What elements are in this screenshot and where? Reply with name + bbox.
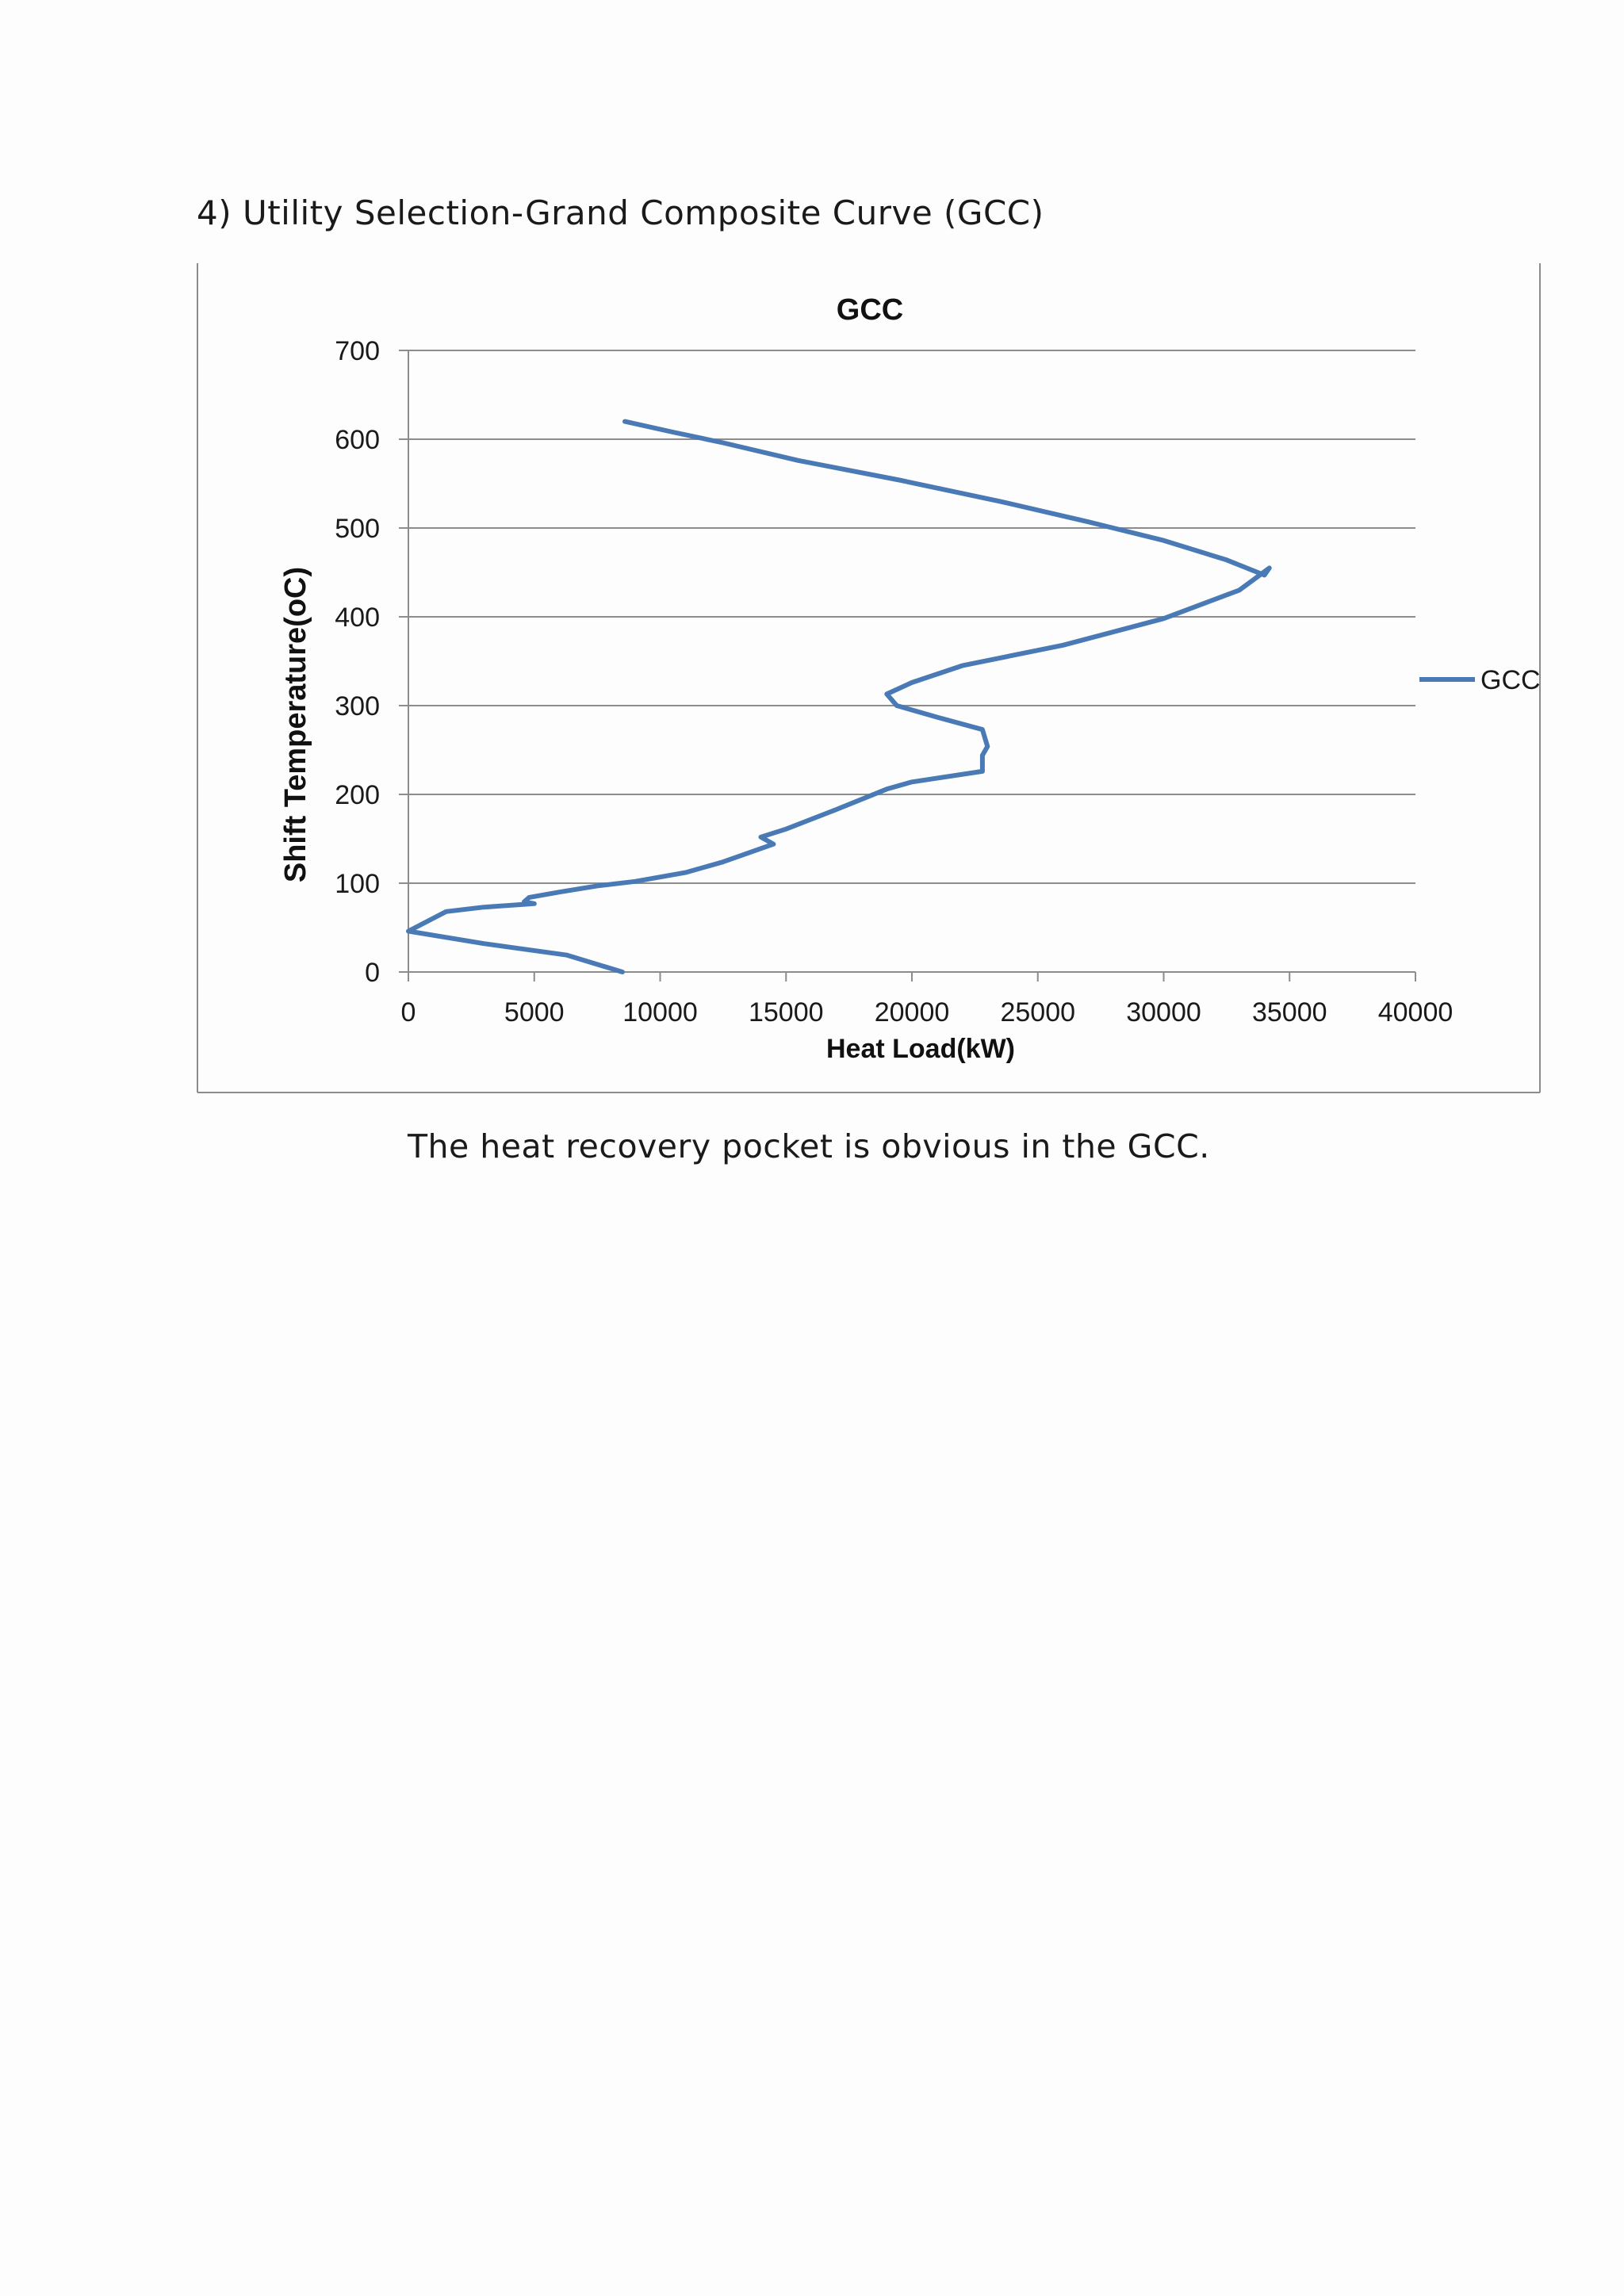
x-tick-label-15000: 15000 <box>749 997 824 1027</box>
y-tick-label-300: 300 <box>335 691 380 721</box>
x-tick-labels: 0 5000 10000 15000 20000 25000 30000 35000 40000 <box>401 997 1454 1027</box>
y-tick-label-700: 700 <box>335 336 380 366</box>
axes <box>399 350 1416 982</box>
x-tick-label-25000: 25000 <box>1000 997 1075 1027</box>
chart-frame <box>197 263 1541 1093</box>
legend-label: GCC <box>1480 665 1541 695</box>
y-tick-label-100: 100 <box>335 869 380 899</box>
section-heading: 4) Utility Selection-Grand Composite Cur… <box>197 193 1044 232</box>
y-tick-label-400: 400 <box>335 603 380 633</box>
x-tick-label-40000: 40000 <box>1378 997 1454 1027</box>
y-tick-label-200: 200 <box>335 780 380 810</box>
series-line-gcc <box>406 419 1272 974</box>
x-axis-label: Heat Load(kW) <box>826 1034 1015 1064</box>
chart-title: GCC <box>837 293 903 327</box>
y-axis-label: Shift Temperature(oC) <box>279 567 312 882</box>
x-tick-label-30000: 30000 <box>1126 997 1201 1027</box>
x-tick-label-5000: 5000 <box>504 997 565 1027</box>
grid-lines <box>408 350 1415 884</box>
y-tick-label-500: 500 <box>335 514 380 544</box>
x-tick-label-0: 0 <box>401 997 416 1027</box>
y-tick-labels: 0 100 200 300 400 500 600 700 <box>335 336 380 988</box>
y-tick-label-600: 600 <box>335 425 380 455</box>
legend: GCC <box>1419 665 1541 695</box>
caption-text: The heat recovery pocket is obvious in t… <box>408 1127 1210 1165</box>
x-tick-label-20000: 20000 <box>875 997 950 1027</box>
y-tick-label-0: 0 <box>365 958 380 988</box>
gcc-chart: GCC 0 100 200 300 400 500 600 700 0 5000 10000 150… <box>197 263 1541 1093</box>
x-tick-label-10000: 10000 <box>622 997 698 1027</box>
series-layer <box>406 419 1272 974</box>
x-tick-label-35000: 35000 <box>1252 997 1327 1027</box>
